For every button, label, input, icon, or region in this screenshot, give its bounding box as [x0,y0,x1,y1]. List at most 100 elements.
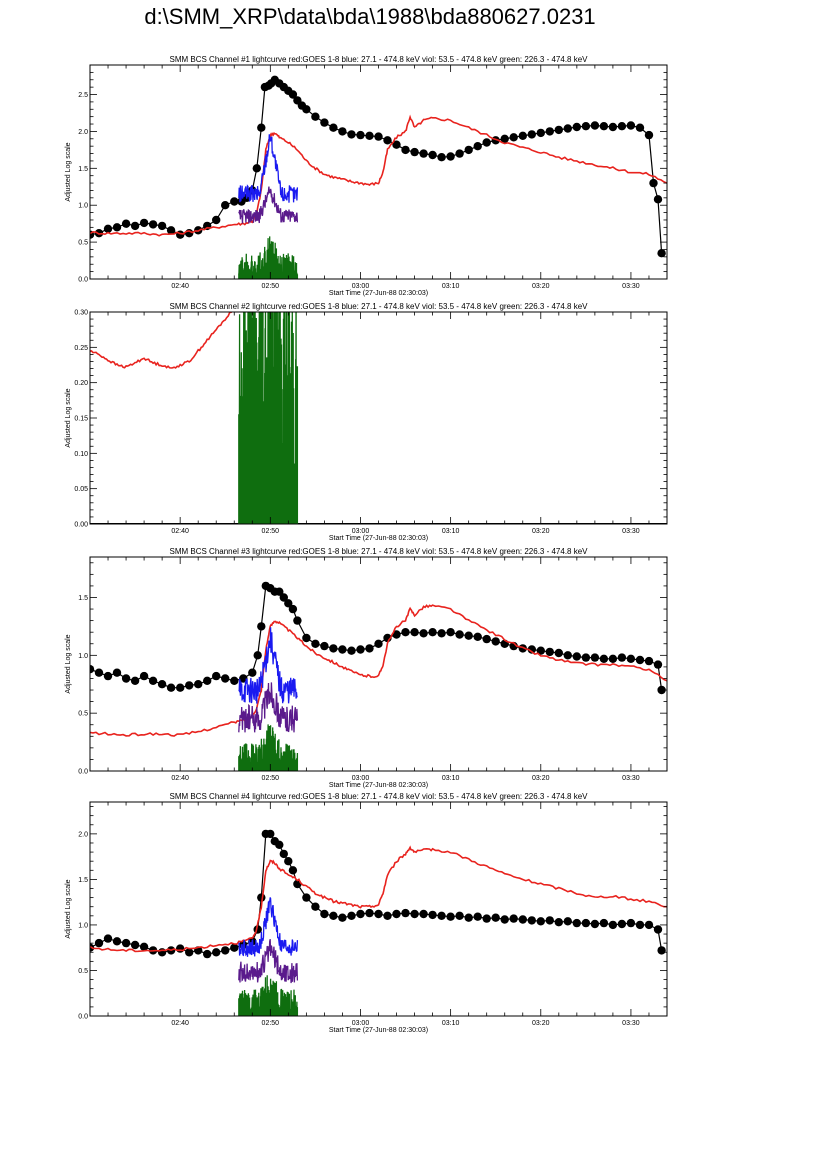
data-point [365,644,374,653]
data-point [257,123,266,132]
data-point [536,128,545,138]
y-axis-label: Adjusted Log scale [65,142,72,201]
data-point [473,142,482,151]
data-point [311,902,320,911]
data-point [527,645,536,654]
data-point [626,121,636,130]
data-point [554,125,563,135]
y-tick-label: 1.5 [78,166,88,173]
data-point [482,634,491,644]
y-tick-label: 0.0 [78,277,88,284]
series-group [90,75,667,279]
data-point [176,944,185,953]
data-point [288,866,298,875]
data-point [365,908,374,918]
x-axis-label: Start Time (27-Jun-88 02:30:03) [329,782,428,789]
y-tick-label: 0.0 [78,1014,88,1021]
data-point [518,131,527,140]
data-point [329,123,338,132]
x-tick-label: 03:20 [532,283,550,290]
y-tick-label: 2.5 [78,92,88,99]
data-point [221,201,230,210]
data-point [518,915,527,924]
black-series-line [90,78,663,254]
x-tick-label: 02:50 [262,1020,280,1027]
data-point [212,215,221,225]
data-point [527,916,536,925]
data-point [626,918,636,928]
violet-series-line [238,186,299,224]
data-point [545,127,554,136]
x-tick-label: 02:40 [171,283,189,290]
data-point [410,147,419,157]
data-point [329,644,338,653]
x-tick-label: 03:20 [532,528,550,535]
data-point [455,911,464,920]
data-point [419,909,428,919]
data-point [590,653,600,662]
data-point [464,631,473,640]
x-axis-label: Start Time (27-Jun-88 02:30:03) [329,1027,428,1034]
data-point [428,910,437,920]
data-point [239,674,248,683]
data-point [121,219,131,228]
data-point [284,599,293,608]
data-point [221,946,230,955]
data-point [446,152,455,161]
data-point [455,149,464,158]
data-point [257,622,266,631]
blue-series-line [238,134,299,203]
x-tick-label: 03:00 [352,775,370,782]
data-point [563,917,572,926]
data-point [527,130,536,139]
data-point [103,224,113,233]
data-point [653,925,663,934]
data-point [536,917,545,926]
y-tick-label: 0.5 [78,711,88,718]
data-point [248,668,257,677]
data-point [509,914,518,923]
x-tick-label: 02:40 [171,1020,189,1027]
x-tick-label: 03:20 [532,1020,550,1027]
data-point [203,676,212,685]
y-tick-label: 0.5 [78,968,88,975]
data-point [617,919,627,929]
data-point [185,681,194,690]
data-point [644,656,654,666]
data-point [446,912,455,921]
data-point [320,641,329,651]
data-point [653,195,663,204]
y-tick-label: 1.5 [78,877,88,884]
data-point [464,913,473,922]
data-point [212,948,221,957]
data-point [221,674,230,683]
data-point [383,136,392,145]
x-tick-label: 02:50 [262,775,280,782]
red-series-line [90,312,233,369]
data-point [464,145,473,155]
x-tick-label: 03:10 [442,1020,460,1027]
data-point [157,948,167,957]
data-point [437,153,446,162]
data-point [657,685,666,695]
data-point [374,639,383,648]
data-point [103,671,113,681]
y-tick-label: 0.25 [74,345,88,352]
data-point [455,630,464,639]
data-point [112,668,122,677]
data-point [649,178,658,188]
data-point [176,683,185,692]
data-point [356,645,365,654]
black-series-line [90,584,663,691]
data-point [356,130,365,140]
data-point [653,660,663,669]
data-point [599,122,609,131]
y-tick-label: 0.10 [74,451,88,458]
y-tick-label: 0.00 [74,522,88,529]
y-tick-label: 0.0 [78,769,88,776]
channel-3-panel: SMM BCS Channel #3 lightcurve red:GOES 1… [65,547,668,789]
data-point [347,646,356,655]
data-point [148,676,158,685]
y-axis-label: Adjusted Log scale [65,879,72,938]
data-point [572,918,581,928]
